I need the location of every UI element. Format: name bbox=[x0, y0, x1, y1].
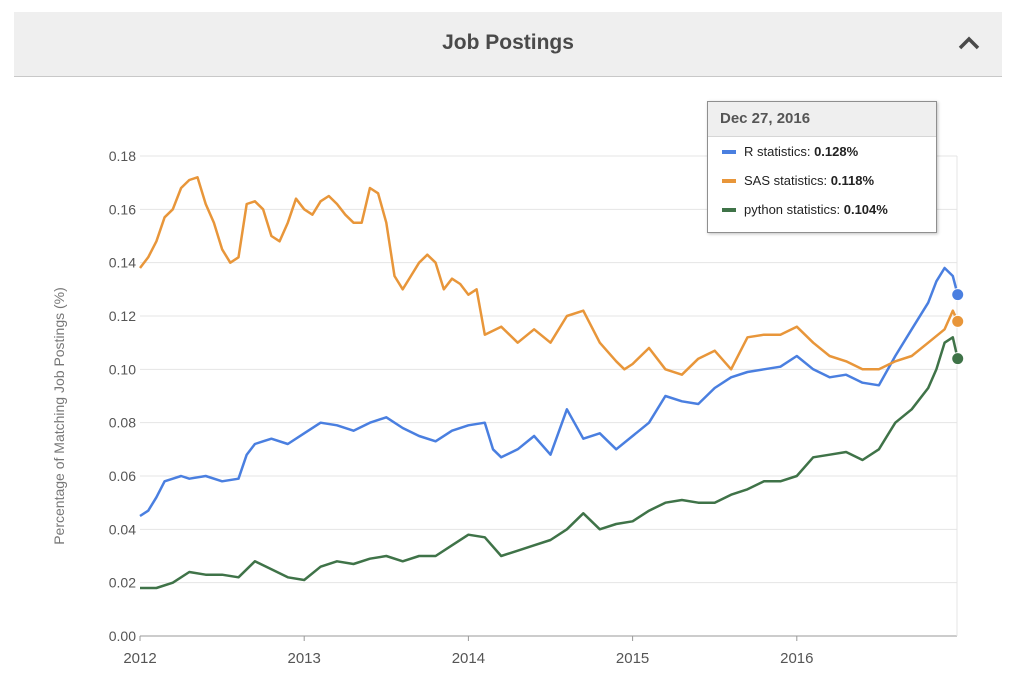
chevron-up-icon[interactable] bbox=[956, 32, 982, 54]
y-tick-label: 0.12 bbox=[109, 308, 136, 324]
y-tick-label: 0.02 bbox=[109, 575, 136, 591]
y-tick-label: 0.18 bbox=[109, 148, 136, 164]
tooltip-label: R statistics bbox=[744, 144, 807, 159]
tooltip-row-r: R statistics: 0.128% bbox=[708, 137, 936, 166]
series-line-0 bbox=[139, 266, 959, 518]
tooltip-date: Dec 27, 2016 bbox=[708, 102, 936, 137]
x-tick-label: 2015 bbox=[616, 650, 649, 667]
y-tick-label: 0.06 bbox=[109, 468, 136, 484]
panel-header: Job Postings bbox=[14, 12, 1002, 77]
y-tick-label: 0.10 bbox=[109, 361, 136, 377]
x-tick-label: 2012 bbox=[123, 650, 156, 667]
y-axis-label: Percentage of Matching Job Postings (%) bbox=[51, 287, 67, 545]
legend-swatch-r bbox=[722, 150, 736, 154]
y-tick-label: 0.16 bbox=[109, 201, 136, 217]
tooltip-value: 0.118% bbox=[830, 173, 875, 188]
x-tick-label: 2013 bbox=[288, 650, 321, 667]
legend-swatch-sas bbox=[722, 179, 736, 183]
x-tick-label: 2016 bbox=[780, 650, 813, 667]
tooltip-value: 0.128% bbox=[814, 144, 859, 159]
legend-swatch-python bbox=[722, 208, 736, 212]
series-line-2 bbox=[140, 336, 959, 590]
y-tick-label: 0.00 bbox=[109, 628, 136, 644]
y-tick-label: 0.04 bbox=[109, 521, 136, 537]
y-tick-label: 0.08 bbox=[109, 415, 136, 431]
series-endpoint-2 bbox=[951, 352, 965, 366]
series-endpoint-1 bbox=[951, 314, 965, 328]
y-tick-label: 0.14 bbox=[109, 255, 136, 271]
tooltip-label: SAS statistics bbox=[744, 173, 824, 188]
x-tick-label: 2014 bbox=[452, 650, 485, 667]
tooltip-row-sas: SAS statistics: 0.118% bbox=[708, 166, 936, 195]
tooltip-row-python: python statistics: 0.104% bbox=[708, 195, 936, 224]
series-endpoint-0 bbox=[951, 288, 965, 302]
series-line-1 bbox=[139, 176, 959, 376]
tooltip-label: python statistics bbox=[744, 202, 837, 217]
panel-title: Job Postings bbox=[442, 31, 574, 54]
tooltip-value: 0.104% bbox=[843, 202, 888, 217]
chart-tooltip: Dec 27, 2016 R statistics: 0.128% SAS st… bbox=[707, 101, 937, 233]
